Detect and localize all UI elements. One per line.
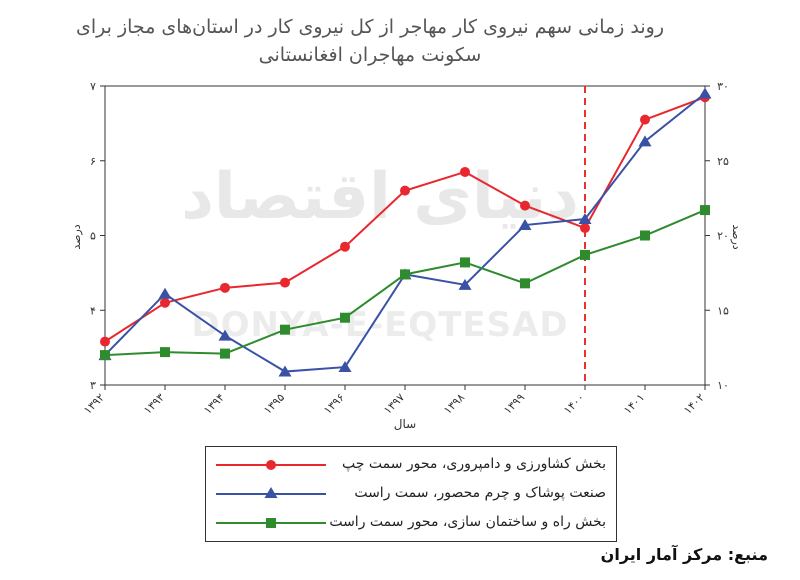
chart-legend: بخش کشاورزی و دامپروری، محور سمت چپ صنعت… — [205, 446, 617, 542]
data-point-square — [340, 312, 350, 323]
legend-label-clothing: صنعت پوشاک و چرم محصور، سمت راست — [354, 485, 606, 501]
data-point-circle — [340, 241, 350, 252]
data-point-square — [700, 205, 710, 216]
y-right-tick-label: ۲۵ — [717, 155, 729, 168]
legend-item-agriculture: بخش کشاورزی و دامپروری، محور سمت چپ — [206, 453, 616, 477]
x-tick-label: ۱۴۰۰ — [561, 391, 587, 417]
data-point-square — [580, 249, 590, 260]
series-line-2 — [104, 209, 706, 357]
line-chart: ۳ ۴ ۵ ۶ ۷ ۱۰ ۱۵ ۲۰ ۲۵ ۳۰ ۱۳۹۲ ۱۳۹۳ ۱۳۹۴ ۱۳۹۵ ۱۳۹۶ ۱۳۹۷ ۱… — [70, 80, 743, 431]
data-point-square — [640, 230, 650, 241]
y-right-tick-label: ۳۰ — [717, 80, 729, 93]
data-point-triangle — [218, 329, 232, 341]
data-point-circle — [280, 277, 290, 288]
data-point-circle — [640, 114, 650, 125]
legend-swatch-triangle — [216, 487, 326, 498]
data-point-circle — [100, 336, 110, 347]
legend-swatch-circle — [216, 460, 326, 470]
data-point-square — [100, 350, 110, 361]
x-tick-label: ۱۳۹۳ — [141, 391, 167, 417]
x-tick-label: ۱۳۹۲ — [81, 391, 107, 417]
y-right-tick-label: ۲۰ — [717, 230, 729, 243]
legend-item-construction: بخش راه و ساختمان سازی، محور سمت راست — [206, 511, 616, 535]
y-right-tick-label: ۱۰ — [717, 379, 729, 392]
legend-label-construction: بخش راه و ساختمان سازی، محور سمت راست — [329, 514, 606, 530]
x-tick-label: ۱۳۹۹ — [501, 391, 527, 417]
y-right-tick-label: ۱۵ — [717, 304, 729, 317]
x-tick-label: ۱۴۰۱ — [621, 391, 647, 417]
data-point-circle — [400, 185, 410, 196]
y-left-tick-label: ۳ — [90, 379, 96, 392]
data-point-square — [520, 278, 530, 289]
x-tick-label: ۱۳۹۷ — [381, 391, 407, 417]
y-left-tick-label: ۶ — [90, 155, 96, 168]
x-tick-label: ۱۳۹۵ — [261, 391, 287, 417]
watermark-text: DONYA-E-EQTESAD — [191, 305, 569, 345]
chart-title-line1: روند زمانی سهم نیروی کار مهاجر از کل نیر… — [76, 16, 664, 38]
data-point-triangle — [338, 361, 352, 373]
data-point-circle — [460, 166, 470, 177]
y-right-axis-label: درصد — [730, 224, 743, 249]
legend-label-agriculture: بخش کشاورزی و دامپروری، محور سمت چپ — [342, 456, 606, 472]
x-axis-label: سال — [394, 417, 416, 431]
plot-frame — [104, 85, 706, 386]
source-note: منبع: مرکز آمار ایران — [600, 545, 768, 564]
series-line-1 — [104, 92, 706, 373]
data-point-triangle — [158, 287, 172, 299]
y-left-axis-label: درصد — [70, 224, 83, 249]
data-point-triangle — [578, 213, 592, 225]
x-tick-label: ۱۳۹۶ — [321, 391, 347, 417]
data-point-triangle — [278, 365, 292, 377]
data-point-triangle — [458, 278, 472, 290]
x-tick-label: ۱۴۰۲ — [681, 391, 707, 417]
data-point-circle — [160, 297, 170, 308]
data-point-square — [220, 348, 230, 359]
data-point-circle — [520, 200, 530, 211]
series-line-0 — [104, 96, 706, 343]
x-tick-label: ۱۳۹۸ — [441, 391, 467, 417]
data-point-square — [400, 269, 410, 280]
data-point-circle — [580, 223, 590, 234]
data-point-triangle — [698, 87, 712, 99]
chart-title-line2: سکونت مهاجران افغانستانی — [258, 44, 482, 66]
y-left-tick-label: ۷ — [90, 80, 96, 93]
y-left-tick-label: ۴ — [90, 304, 96, 317]
x-tick-label: ۱۳۹۴ — [201, 391, 227, 417]
data-point-triangle — [518, 219, 532, 231]
data-point-square — [160, 347, 170, 358]
legend-swatch-square — [216, 518, 326, 528]
watermark-logo: دنیای اقتصاد — [181, 160, 579, 234]
data-point-square — [460, 257, 470, 268]
legend-item-clothing: صنعت پوشاک و چرم محصور، سمت راست — [206, 482, 616, 506]
data-point-square — [280, 324, 290, 335]
data-point-triangle — [638, 135, 652, 147]
y-left-tick-label: ۵ — [90, 230, 96, 243]
data-point-circle — [220, 282, 230, 293]
